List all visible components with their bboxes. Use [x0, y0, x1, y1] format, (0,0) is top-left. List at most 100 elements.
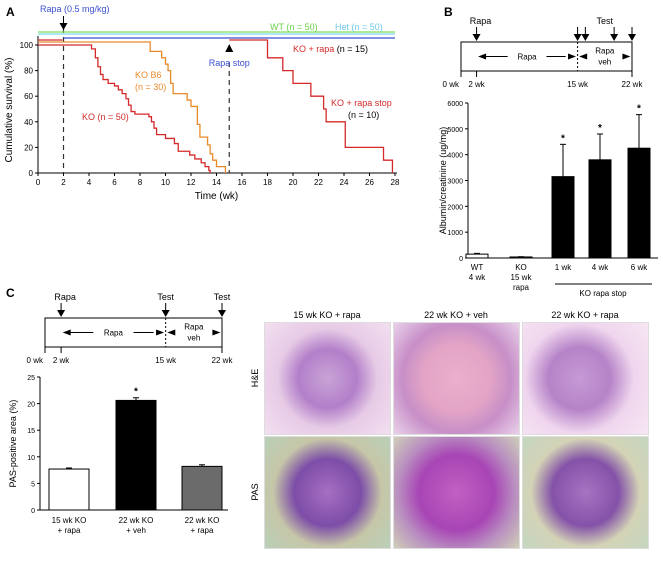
legend-wt: WT (n = 50) — [270, 22, 318, 32]
micrograph-column-label: 15 wk KO + rapa — [293, 310, 360, 320]
b-y-tick-label: 0 — [459, 256, 463, 263]
b-category-label: 15 wk — [511, 273, 533, 282]
b-category-label: 6 wk — [631, 263, 648, 272]
y-axis-label: Cumulative survival (%) — [4, 57, 15, 162]
y-tick-label: 80 — [24, 67, 33, 76]
b-tick-label: 0 wk — [443, 80, 460, 89]
legend-ko-rapa: KO + rapa (n = 15) — [293, 44, 368, 54]
b-y-tick-label: 4000 — [447, 153, 463, 160]
survival-curve-ko-b6 — [38, 41, 227, 173]
b-arrow-left — [478, 53, 487, 60]
c-arrow-left2 — [167, 329, 176, 336]
c-y-tick-label: 10 — [27, 455, 35, 462]
x-tick-label: 2 — [61, 178, 66, 187]
c-significance-star: * — [134, 387, 138, 398]
b-category-label: 4 wk — [592, 263, 609, 272]
b-phase-rapa-veh: Rapa — [595, 47, 615, 56]
b-test-arrow — [628, 34, 636, 41]
b-bar — [509, 256, 533, 259]
b-category-label: WT — [471, 263, 484, 272]
x-tick-label: 6 — [112, 178, 117, 187]
micrograph-he-22wk-ko-rapa — [522, 322, 649, 435]
c-category-label: + veh — [126, 526, 146, 535]
micrograph-he-15wk-ko-rapa — [264, 322, 391, 435]
b-arrow-left2 — [579, 53, 588, 60]
b-category-label: 1 wk — [555, 263, 572, 272]
c-test-label: Test — [157, 292, 174, 302]
b-bar — [465, 253, 489, 259]
x-tick-label: 26 — [365, 178, 374, 187]
micrograph-column-label: 22 wk KO + rapa — [551, 310, 618, 320]
b-phase-rapa: Rapa — [518, 53, 538, 62]
c-arrow-left — [62, 329, 71, 336]
c-timeline-box — [44, 317, 223, 348]
b-arrow-right2 — [622, 53, 631, 60]
x-tick-label: 0 — [36, 178, 41, 187]
survival-curve-ko — [38, 44, 211, 173]
b-category-label: rapa — [513, 283, 530, 292]
c-phase-rapa: Rapa — [104, 329, 124, 338]
b-phase-veh: veh — [598, 58, 611, 67]
b-y-tick-label: 5000 — [447, 127, 463, 134]
b-rapa-label: Rapa — [470, 16, 492, 26]
micrograph-row-label-he: H&E — [250, 369, 260, 388]
b-test-arrow — [573, 34, 582, 41]
c-category-label: 22 wk KO — [185, 516, 220, 525]
x-tick-label: 14 — [212, 178, 221, 187]
y-tick-label: 0 — [29, 169, 34, 178]
micrograph-pas-22wk-ko-rapa — [522, 436, 649, 549]
b-category-label: KO — [515, 263, 527, 272]
c-test-arrow — [218, 310, 226, 317]
c-rapa-label: Rapa — [54, 292, 76, 302]
rapa-stop-arrow — [225, 44, 234, 52]
c-category-label: + rapa — [191, 526, 214, 535]
legend-ko-b6-n: (n = 30) — [135, 82, 166, 92]
legend-ko-b6: KO B6 — [135, 70, 162, 80]
y-tick-label: 100 — [20, 41, 34, 50]
b-bar — [551, 176, 575, 259]
panel-label-a: A — [6, 5, 15, 19]
micrograph-column-label: 22 wk KO + veh — [424, 310, 488, 320]
legend-ko: KO (n = 50) — [82, 112, 129, 122]
b-significance-star: * — [637, 104, 641, 115]
legend-ko-rapa-stop-n: (n = 10) — [348, 110, 379, 120]
x-axis-label: Time (wk) — [195, 191, 239, 202]
b-y-tick-label: 2000 — [447, 204, 463, 211]
c-test-label: Test — [214, 292, 231, 302]
c-arrow-right — [156, 329, 165, 336]
b-group-label: KO rapa stop — [579, 289, 627, 298]
rapa-stop-label: Rapa stop — [209, 58, 250, 68]
c-y-axis-label: PAS-positive area (%) — [8, 400, 18, 488]
c-bar — [48, 468, 90, 511]
b-significance-star: * — [561, 133, 565, 144]
b-y-axis-label: Albumin/creatinine (ug/mg) — [438, 127, 448, 235]
legend-het: Het (n = 50) — [335, 22, 383, 32]
c-tick-label: 2 wk — [53, 356, 70, 365]
b-tick-label: 2 wk — [468, 80, 485, 89]
x-tick-label: 10 — [161, 178, 170, 187]
b-test-label: Test — [597, 16, 614, 26]
x-tick-label: 4 — [87, 178, 92, 187]
b-tick-label: 15 wk — [567, 80, 589, 89]
x-tick-label: 16 — [238, 178, 247, 187]
c-bar — [115, 399, 157, 511]
c-tick-label: 15 wk — [155, 356, 177, 365]
c-arrow-right2 — [212, 329, 221, 336]
c-y-tick-label: 20 — [27, 402, 35, 409]
panel-label-c: C — [6, 286, 15, 300]
b-rapa-arrow — [472, 34, 481, 41]
b-significance-star: * — [598, 123, 602, 134]
x-tick-label: 22 — [314, 178, 323, 187]
b-arrow-right — [568, 53, 577, 60]
x-tick-label: 18 — [263, 178, 272, 187]
c-test-arrow — [161, 310, 170, 317]
x-tick-label: 8 — [138, 178, 143, 187]
legend-ko-rapa-stop: KO + rapa stop — [331, 98, 392, 108]
b-test-arrow — [610, 34, 619, 41]
c-phase-rapa-veh: Rapa — [184, 323, 204, 332]
y-tick-label: 60 — [24, 92, 33, 101]
b-bar — [588, 159, 612, 259]
y-tick-label: 20 — [24, 143, 33, 152]
